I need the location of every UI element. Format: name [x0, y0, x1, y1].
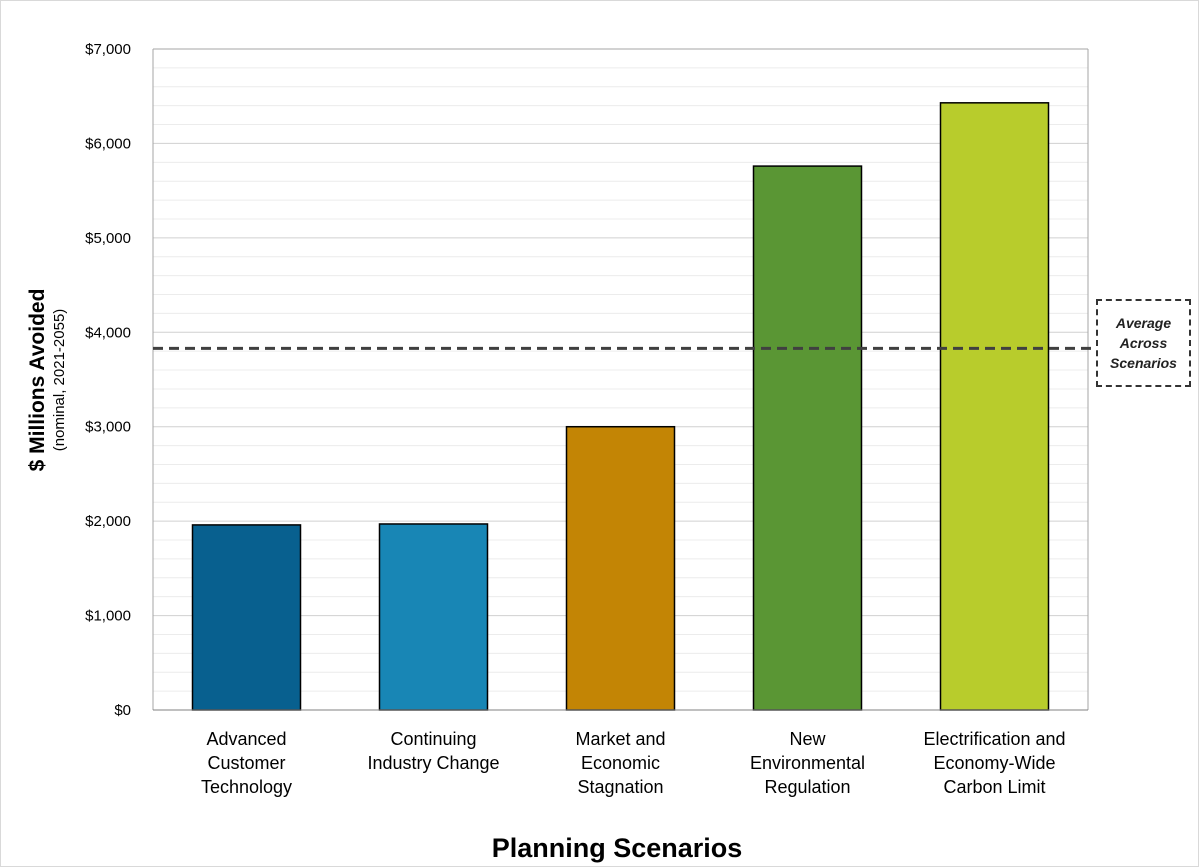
average-label-box: Average Across Scenarios [1096, 299, 1191, 387]
y-axis-title: $ Millions Avoided [26, 289, 49, 472]
bars [191, 102, 1050, 711]
bar [565, 425, 676, 711]
axes [152, 48, 1089, 711]
average-label-line: Average [1115, 315, 1172, 331]
x-category-label: Technology [201, 777, 292, 797]
x-category-label: Advanced [206, 729, 286, 749]
x-category-label: Economic [581, 753, 660, 773]
bar [378, 523, 489, 711]
y-tick-label: $1,000 [85, 608, 131, 625]
x-category-label: Continuing [390, 729, 476, 749]
x-category-label: Environmental [750, 753, 865, 773]
x-category-label: Stagnation [577, 777, 663, 797]
y-axis-subtitle: (nominal, 2021-2055) [51, 309, 68, 452]
x-category-label: Regulation [764, 777, 850, 797]
x-category-labels: Advanced Customer Technology Continuing Indu… [201, 729, 1066, 797]
bar [939, 102, 1050, 711]
x-category-label: Economy-Wide [933, 753, 1055, 773]
bar [191, 524, 302, 711]
x-category-label: Customer [207, 753, 285, 773]
y-tick-label: $0 [114, 702, 131, 719]
y-tick-label: $2,000 [85, 513, 131, 530]
x-axis-title: Planning Scenarios [492, 833, 743, 863]
x-category-label: Carbon Limit [943, 777, 1045, 797]
average-label-line: Scenarios [1110, 355, 1177, 371]
x-category-label: New [789, 729, 826, 749]
y-tick-label: $6,000 [85, 135, 131, 152]
y-tick-label: $4,000 [85, 324, 131, 341]
y-tick-label: $5,000 [85, 230, 131, 247]
x-category-label: Industry Change [367, 753, 499, 773]
bar [752, 165, 863, 711]
y-tick-labels: $0 $1,000 $2,000 $3,000 $4,000 $5,000 $6,000 $7… [85, 41, 131, 719]
x-category-label: Electrification and [923, 729, 1065, 749]
y-tick-label: $7,000 [85, 41, 131, 58]
x-category-label: Market and [575, 729, 665, 749]
y-tick-label: $3,000 [85, 419, 131, 436]
average-label-line: Across [1119, 335, 1168, 351]
